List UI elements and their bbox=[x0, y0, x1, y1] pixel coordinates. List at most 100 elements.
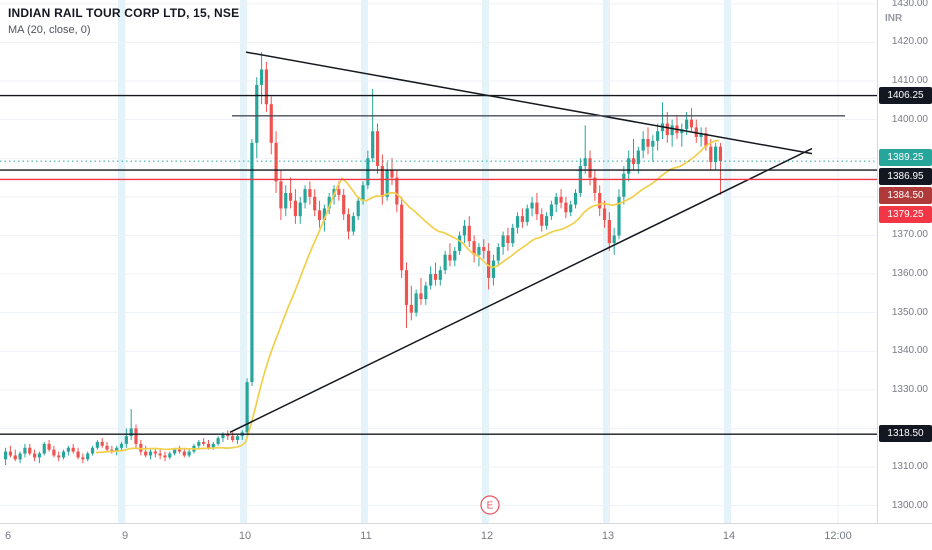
candle-body bbox=[636, 150, 640, 165]
candle-body bbox=[385, 169, 389, 197]
price-level-badge: 1318.50 bbox=[879, 425, 932, 442]
candle-body bbox=[656, 131, 660, 141]
candle-body bbox=[462, 225, 467, 236]
candle-body bbox=[71, 447, 75, 452]
candle-body bbox=[704, 133, 708, 147]
candle-body bbox=[366, 158, 370, 186]
currency-label: INR bbox=[885, 13, 903, 24]
time-axis-label[interactable]: 12:00 bbox=[824, 530, 852, 542]
candle-body bbox=[182, 451, 186, 456]
candle-body bbox=[685, 119, 689, 130]
candle-body bbox=[202, 441, 206, 444]
candle-body bbox=[651, 140, 655, 147]
candle-body bbox=[337, 189, 341, 195]
candle-body bbox=[313, 196, 317, 211]
candle-body bbox=[573, 192, 578, 205]
time-axis-label[interactable]: 12 bbox=[480, 530, 494, 542]
candle-body bbox=[105, 445, 109, 450]
candle-body bbox=[57, 455, 61, 458]
candle-body bbox=[665, 123, 669, 136]
event-marker-label: E bbox=[487, 501, 494, 512]
candle-body bbox=[351, 216, 355, 232]
candle-body bbox=[221, 434, 225, 439]
time-axis-label[interactable]: 9 bbox=[121, 530, 129, 542]
price-level-badge: 1406.25 bbox=[879, 87, 932, 104]
candle-body bbox=[496, 247, 500, 261]
candle-body bbox=[42, 443, 46, 454]
candle-body bbox=[226, 434, 230, 437]
candle-body bbox=[641, 138, 645, 151]
symbol-title[interactable]: INDIAN RAIL TOUR CORP LTD, 15, NSE bbox=[8, 6, 240, 20]
candle-body bbox=[400, 204, 404, 271]
ma-line[interactable] bbox=[95, 139, 719, 454]
candle-body bbox=[115, 447, 119, 452]
price-tick-label: 1400.00 bbox=[891, 113, 928, 125]
trendline-ascending-triangle-lower[interactable] bbox=[229, 147, 813, 433]
candle-body bbox=[148, 451, 153, 456]
candle-body bbox=[549, 204, 553, 217]
time-axis-label[interactable]: 11 bbox=[360, 530, 372, 542]
event-marker-circle[interactable] bbox=[480, 495, 500, 515]
candle-body bbox=[544, 216, 549, 226]
candle-body bbox=[433, 274, 438, 280]
price-tick-label: 1350.00 bbox=[891, 306, 928, 318]
candle-body bbox=[680, 129, 684, 134]
price-tick-label: 1430.00 bbox=[891, 0, 928, 9]
candle-body bbox=[173, 449, 177, 454]
session-break-band bbox=[603, 0, 610, 523]
trendline-descending-triangle-upper[interactable] bbox=[245, 51, 813, 155]
candle-body bbox=[32, 453, 37, 458]
candle-body bbox=[274, 142, 278, 182]
price-tick-label: 1410.00 bbox=[891, 75, 928, 87]
candlestick-chart[interactable]: E bbox=[0, 0, 877, 523]
candle-body bbox=[607, 220, 611, 244]
candle-body bbox=[622, 173, 626, 197]
time-axis-label[interactable]: 13 bbox=[601, 530, 615, 542]
candle-body bbox=[317, 210, 322, 221]
candle-body bbox=[47, 443, 51, 450]
candle-body bbox=[308, 189, 312, 197]
price-tick-label: 1340.00 bbox=[891, 345, 928, 357]
candle-body bbox=[380, 165, 384, 197]
price-tick-label: 1310.00 bbox=[891, 461, 928, 473]
candle-body bbox=[8, 451, 13, 456]
session-break-band bbox=[118, 0, 125, 523]
candle-body bbox=[66, 447, 70, 452]
candle-body bbox=[583, 158, 587, 166]
candle-body bbox=[520, 216, 525, 222]
session-break-band bbox=[724, 0, 731, 523]
candle-body bbox=[303, 189, 307, 203]
candle-body bbox=[90, 447, 95, 454]
session-break-band bbox=[482, 0, 489, 523]
time-axis[interactable]: 6 9 10 11 12 13 14 12:00 bbox=[0, 523, 932, 550]
price-axis[interactable]: INR 1430.00 1420.00 1410.00 1400.00 1370.00 1… bbox=[877, 0, 932, 523]
candle-body bbox=[293, 200, 297, 217]
candle-body bbox=[718, 146, 723, 162]
indicator-label[interactable]: MA (20, close, 0) bbox=[8, 24, 91, 36]
candle-body bbox=[617, 196, 621, 236]
candle-body bbox=[187, 451, 191, 456]
candle-body bbox=[119, 443, 124, 448]
candle-body bbox=[139, 443, 143, 452]
candle-body bbox=[559, 196, 563, 203]
time-axis-label[interactable]: 10 bbox=[238, 530, 252, 542]
candle-body bbox=[491, 260, 496, 278]
candle-body bbox=[627, 158, 631, 174]
candle-body bbox=[61, 451, 66, 458]
candle-body bbox=[375, 131, 380, 166]
chart-pane[interactable]: E INDIAN RAIL TOUR CORP LTD, 15, NSE MA … bbox=[0, 0, 877, 523]
candle-body bbox=[28, 447, 32, 454]
candle-body bbox=[419, 293, 423, 300]
candle-body bbox=[245, 382, 249, 433]
candle-body bbox=[371, 131, 375, 159]
candle-body bbox=[158, 453, 162, 456]
candle-body bbox=[646, 138, 650, 147]
price-tick-label: 1420.00 bbox=[891, 36, 928, 48]
price-level-badge: 1386.95 bbox=[879, 168, 932, 185]
time-axis-label[interactable]: 14 bbox=[722, 530, 736, 542]
candle-body bbox=[709, 146, 713, 163]
candle-body bbox=[250, 142, 254, 383]
time-axis-label[interactable]: 6 bbox=[4, 530, 12, 542]
candle-body bbox=[163, 455, 167, 458]
